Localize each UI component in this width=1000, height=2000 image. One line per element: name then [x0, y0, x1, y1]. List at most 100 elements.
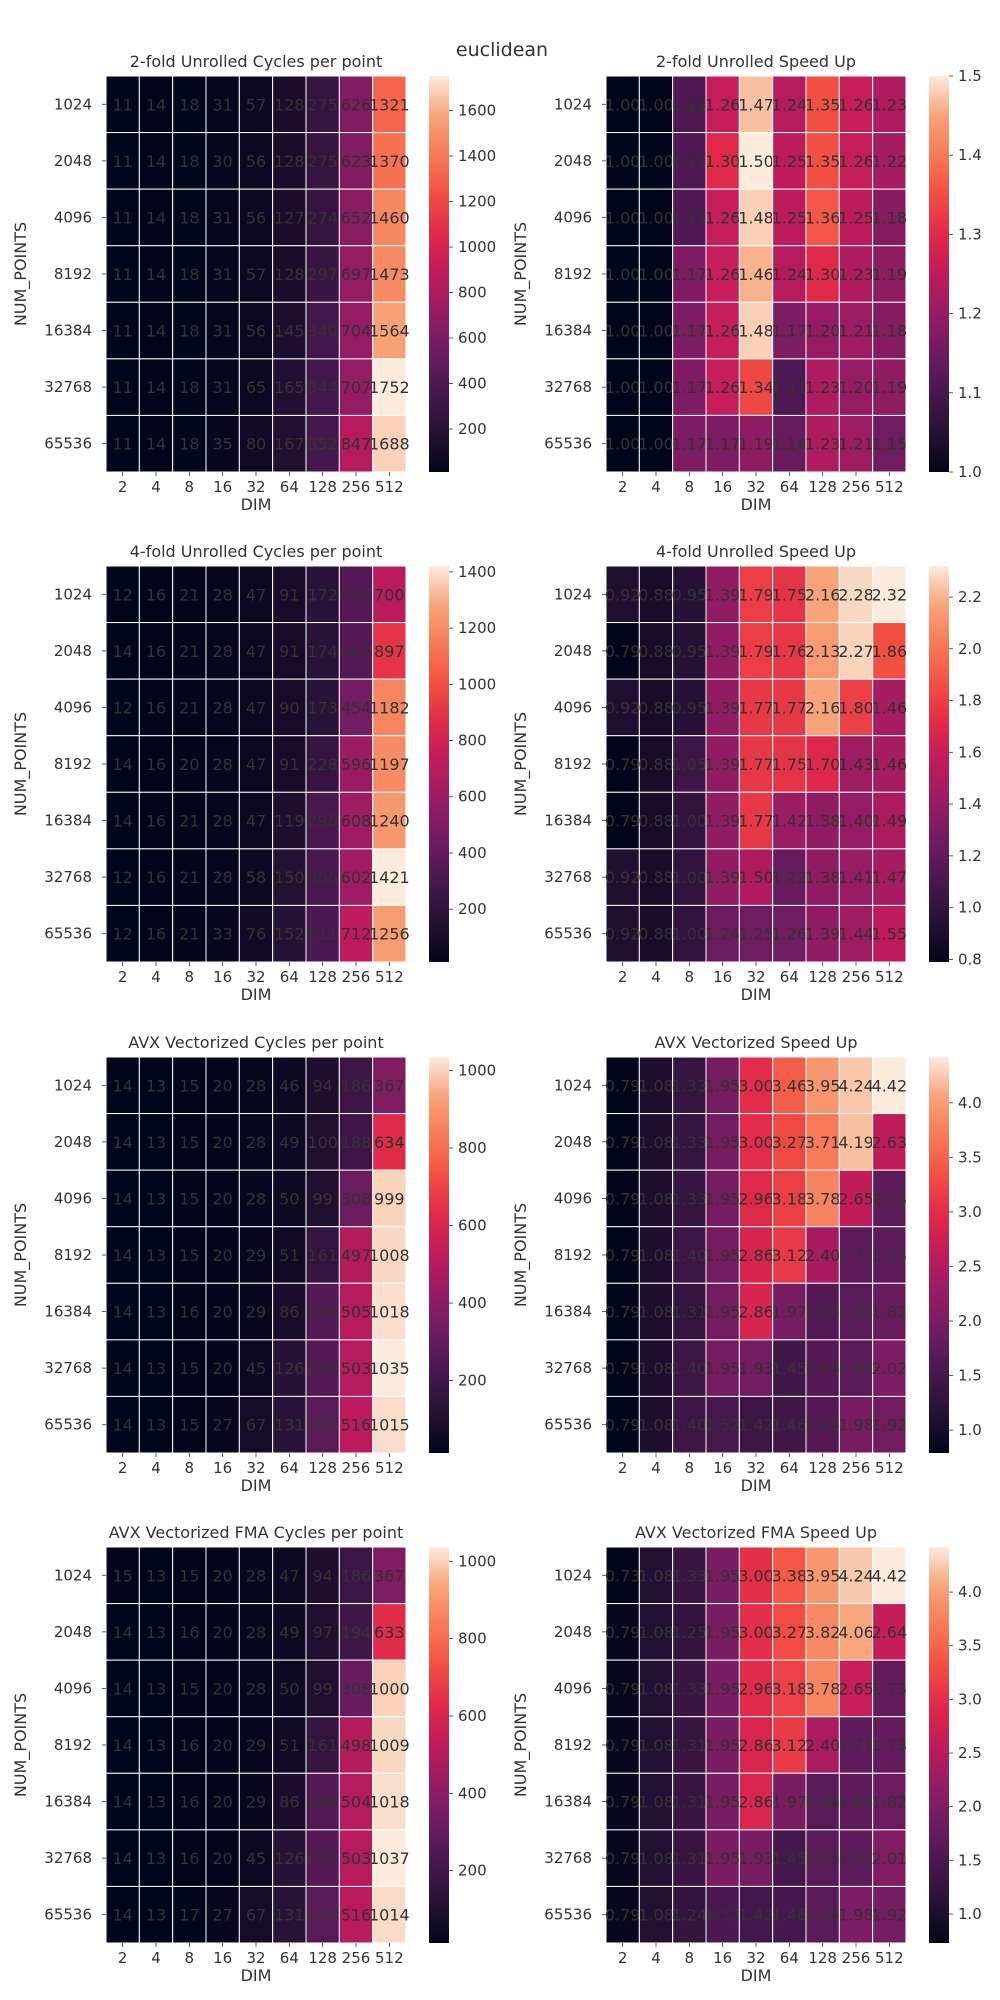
heatmap-cell: [605, 678, 640, 737]
cell-value-label: 0.92: [605, 585, 641, 604]
cell-value-label: 1.40: [838, 812, 874, 831]
x-axis-label: DIM: [741, 495, 772, 514]
cell-value-label: 91: [279, 642, 299, 661]
heatmap-cell: [138, 301, 174, 360]
heatmap-cell: [138, 1885, 174, 1944]
colorbar-tick-label: 1000: [458, 1552, 496, 1570]
cell-value-label: 2.86: [738, 1303, 774, 1322]
heatmap-cell: [205, 1603, 240, 1661]
cell-value-label: 2.96: [738, 1189, 774, 1208]
cell-value-label: 128: [274, 265, 305, 284]
heatmap-cell: [205, 904, 240, 963]
heatmap-panel-1: 2-fold Unrolled Cycles per point 11 14 18 31…: [11, 52, 496, 514]
cell-value-label: 1.14: [772, 435, 808, 454]
x-tick-label: 128: [808, 1949, 837, 1967]
cell-value-label: 1018: [369, 1793, 410, 1812]
heatmap-cell: [672, 1546, 707, 1605]
heatmap-cell: [105, 75, 140, 134]
cell-value-label: 56: [246, 322, 266, 341]
cell-value-label: 1.82: [872, 1303, 908, 1322]
heatmap-cell: [238, 132, 274, 190]
heatmap-cell: [305, 735, 340, 793]
cell-value-label: 145: [274, 322, 305, 341]
heatmap-cell: [672, 75, 707, 134]
cell-value-label: 257: [307, 1849, 338, 1868]
cell-value-label: 16: [146, 868, 166, 887]
cell-value-label: 16: [179, 1623, 199, 1642]
cell-value-label: 1473: [369, 265, 410, 284]
cell-value-label: 249: [307, 1793, 338, 1812]
x-tick-label: 4: [151, 1949, 161, 1967]
cell-value-label: 2.86: [738, 1736, 774, 1755]
cell-value-label: 1.26: [705, 322, 741, 341]
cell-value-label: 2.63: [872, 1133, 908, 1152]
cell-value-label: 1.49: [872, 812, 908, 831]
heatmap-cell: [605, 245, 640, 303]
cell-value-label: 15: [179, 1359, 199, 1378]
cell-value-label: 28: [246, 1623, 266, 1642]
cell-value-label: 352: [307, 435, 338, 454]
cell-value-label: 13: [146, 1133, 166, 1152]
cell-value-label: 31: [212, 208, 232, 227]
cell-value-label: 1.08: [638, 1566, 674, 1585]
cell-value-label: 1.71: [838, 1736, 874, 1755]
cell-value-label: 1.00: [605, 95, 641, 114]
cell-value-label: 1015: [369, 1416, 410, 1435]
cell-value-label: 29: [246, 1736, 266, 1755]
cell-value-label: 1.08: [638, 1849, 674, 1868]
heatmap-cell: [305, 245, 340, 303]
cell-value-label: 14: [146, 152, 166, 171]
heatmap-cell: [172, 1056, 207, 1115]
cell-value-label: 0.79: [605, 1133, 641, 1152]
heatmap-cell: [872, 904, 907, 963]
heatmap-cell: [138, 188, 174, 247]
cell-value-label: 127: [274, 208, 305, 227]
cell-value-label: 21: [179, 642, 199, 661]
cell-value-label: 1.25: [772, 152, 808, 171]
heatmap-cell: [338, 904, 374, 963]
x-tick-label: 128: [308, 1949, 337, 1967]
x-tick-label: 256: [342, 968, 371, 986]
heatmap-cell: [238, 1772, 274, 1831]
heatmap-cell: [205, 75, 240, 134]
colorbar-tick-label: 1.0: [958, 1421, 982, 1439]
cell-value-label: 1.08: [638, 1623, 674, 1642]
cell-value-label: 707: [341, 378, 372, 397]
cell-value-label: 0.88: [638, 925, 674, 944]
heatmap-cell: [172, 132, 207, 190]
cell-value-label: 1.69: [838, 1849, 874, 1868]
cell-value-label: 1.42: [738, 1416, 774, 1435]
colorbar-tick-label: 2.2: [958, 588, 982, 606]
cell-value-label: 1.33: [672, 1076, 708, 1095]
cell-value-label: 1.31: [672, 1793, 708, 1812]
x-tick-label: 512: [875, 478, 904, 496]
x-tick-label: 4: [651, 968, 661, 986]
heatmap-cell: [205, 622, 240, 680]
cell-value-label: 14: [146, 265, 166, 284]
cell-value-label: 3.00: [738, 1133, 774, 1152]
cell-value-label: 3.27: [772, 1133, 808, 1152]
heatmap-cell: [872, 245, 907, 303]
heatmap-cell: [238, 75, 274, 134]
heatmap-panel-8: AVX Vectorized FMA Speed Up0.731.081.331…: [511, 1523, 982, 1985]
cell-value-label: 1.08: [638, 1416, 674, 1435]
cell-value-label: 1.73: [872, 1679, 908, 1698]
y-tick-label: 2048: [554, 1623, 592, 1641]
cell-value-label: 1.40: [672, 1416, 708, 1435]
cell-value-label: 3.95: [805, 1076, 841, 1095]
heatmap-cell: [672, 1169, 707, 1228]
heatmap-cell: [105, 1226, 140, 1284]
heatmap-cell: [138, 1113, 174, 1171]
heatmap-cell: [672, 678, 707, 737]
cell-value-label: 1.17: [672, 322, 708, 341]
cell-value-label: 1.00: [638, 265, 674, 284]
heatmap-cell: [872, 1829, 907, 1887]
heatmap-cell: [205, 132, 240, 190]
cell-value-label: 1.68: [838, 1303, 874, 1322]
colorbar: [929, 1547, 949, 1943]
cell-value-label: 13: [146, 1303, 166, 1322]
cell-value-label: 2.13: [805, 642, 841, 661]
heatmap-cell: [872, 414, 907, 473]
heatmap-cell: [238, 1056, 274, 1115]
x-tick-label: 64: [780, 1949, 799, 1967]
